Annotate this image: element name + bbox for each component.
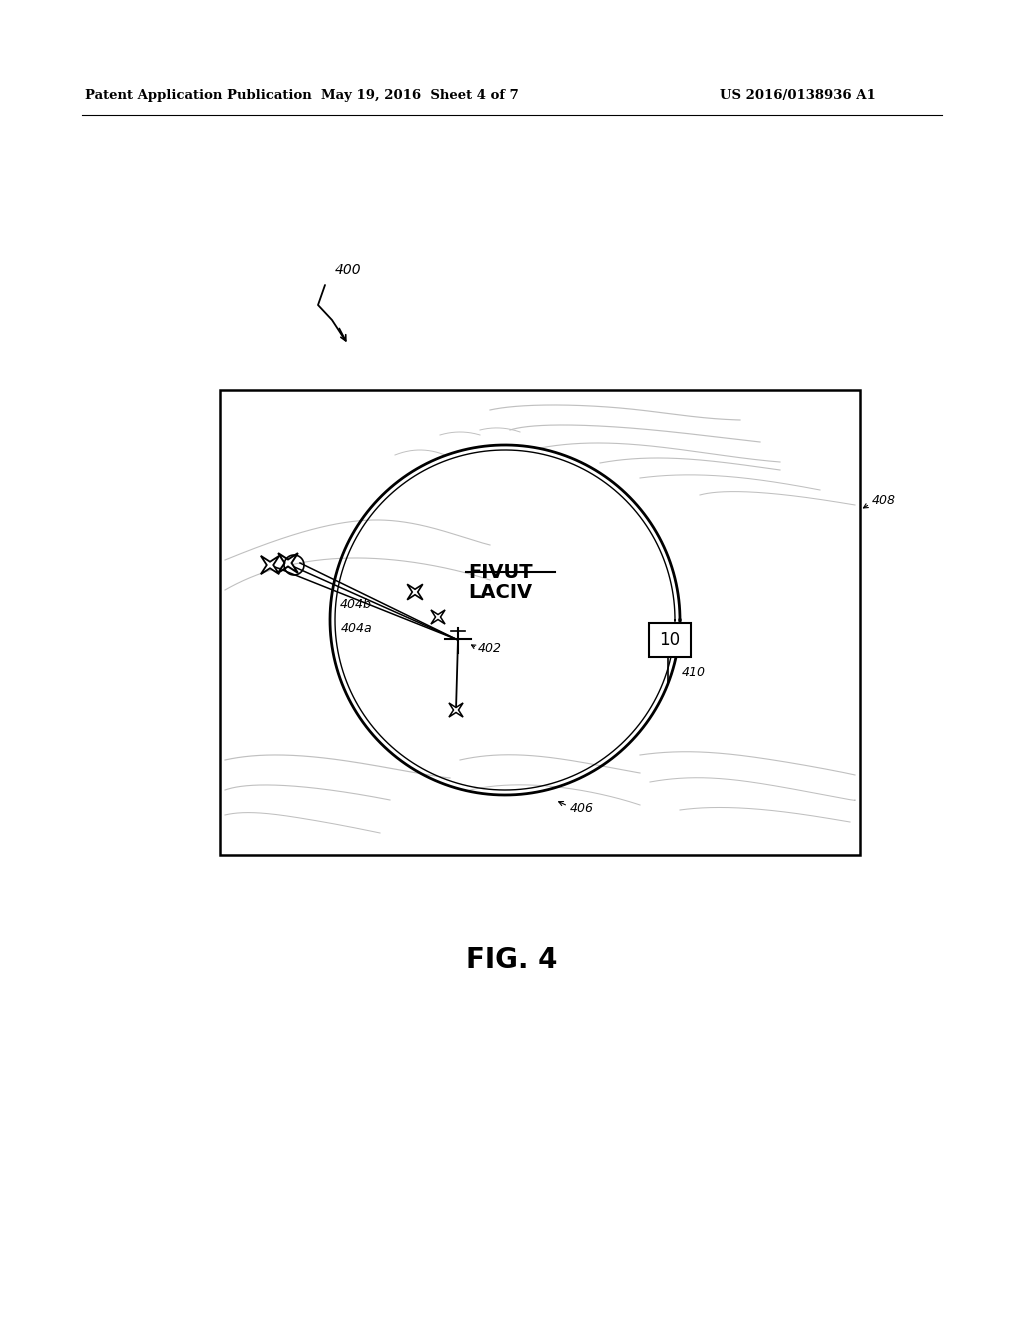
Polygon shape: [449, 704, 463, 717]
Text: May 19, 2016  Sheet 4 of 7: May 19, 2016 Sheet 4 of 7: [322, 88, 519, 102]
Polygon shape: [279, 553, 298, 573]
Polygon shape: [261, 556, 280, 574]
Text: 408: 408: [872, 494, 896, 507]
Text: FIVUT: FIVUT: [468, 562, 532, 582]
Text: LACIV: LACIV: [468, 583, 532, 602]
Bar: [220, 389, 860, 855]
FancyBboxPatch shape: [649, 623, 691, 657]
Polygon shape: [431, 610, 445, 624]
Text: 402: 402: [478, 642, 502, 655]
Text: US 2016/0138936 A1: US 2016/0138936 A1: [720, 88, 876, 102]
Text: FIG. 4: FIG. 4: [466, 946, 558, 974]
Text: 406: 406: [570, 801, 594, 814]
Polygon shape: [408, 585, 423, 599]
Text: 404a: 404a: [340, 622, 372, 635]
Text: 404b: 404b: [340, 598, 372, 610]
Text: Patent Application Publication: Patent Application Publication: [85, 88, 311, 102]
Text: 410: 410: [682, 665, 706, 678]
Text: 400: 400: [335, 263, 361, 277]
Text: 10: 10: [659, 631, 681, 649]
